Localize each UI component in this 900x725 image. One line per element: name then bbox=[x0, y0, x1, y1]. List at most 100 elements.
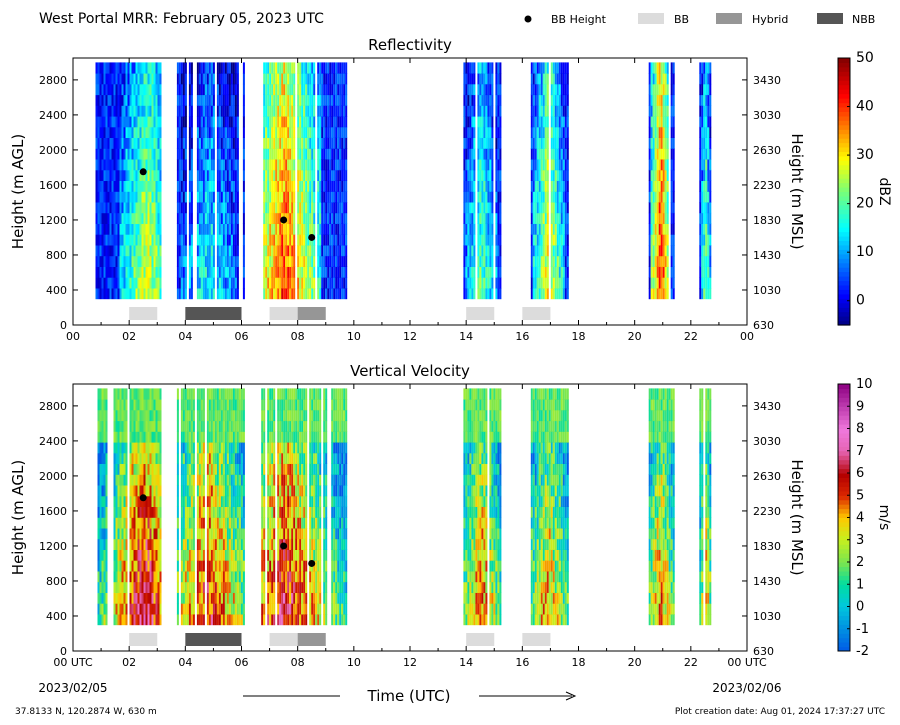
heatmap-cell bbox=[701, 245, 704, 257]
colorbar-segment bbox=[838, 115, 850, 121]
heatmap-cell bbox=[145, 420, 148, 432]
heatmap-cell bbox=[159, 116, 162, 128]
heatmap-cell bbox=[273, 538, 276, 550]
heatmap-cell bbox=[242, 538, 245, 550]
heatmap-cell bbox=[238, 603, 241, 615]
heatmap-cell bbox=[196, 159, 199, 171]
heatmap-cell bbox=[699, 169, 702, 181]
heatmap-cell bbox=[137, 180, 140, 192]
heatmap-cell bbox=[319, 94, 322, 106]
heatmap-cell bbox=[121, 169, 124, 181]
heatmap-cell bbox=[180, 463, 183, 475]
heatmap-cell bbox=[105, 420, 108, 432]
heatmap-cell bbox=[471, 245, 474, 257]
heatmap-cell bbox=[297, 255, 300, 267]
heatmap-cell bbox=[218, 463, 221, 475]
heatmap-cell bbox=[271, 191, 274, 203]
heatmap-cell bbox=[499, 191, 502, 203]
heatmap-cell bbox=[483, 191, 486, 203]
heatmap-cell bbox=[196, 202, 199, 214]
heatmap-cell bbox=[123, 474, 126, 486]
heatmap-cell bbox=[333, 148, 336, 160]
heatmap-cell bbox=[327, 277, 330, 289]
heatmap-cell bbox=[214, 614, 217, 626]
heatmap-cell bbox=[147, 442, 150, 454]
heatmap-cell bbox=[658, 277, 661, 289]
colorbar-segment bbox=[838, 218, 850, 224]
heatmap-cell bbox=[279, 159, 282, 171]
heatmap-cell bbox=[666, 126, 669, 138]
heatmap-cell bbox=[145, 474, 148, 486]
heatmap-cell bbox=[232, 495, 235, 507]
heatmap-cell bbox=[103, 234, 106, 246]
heatmap-cell bbox=[335, 159, 338, 171]
heatmap-cell bbox=[471, 277, 474, 289]
heatmap-cell bbox=[554, 245, 557, 257]
heatmap-cell bbox=[566, 191, 569, 203]
heatmap-cell bbox=[151, 560, 154, 572]
heatmap-cell bbox=[178, 159, 181, 171]
heatmap-cell bbox=[113, 506, 116, 518]
heatmap-cell bbox=[337, 288, 340, 300]
heatmap-cell bbox=[532, 137, 535, 149]
heatmap-cell bbox=[289, 126, 292, 138]
heatmap-cell bbox=[200, 571, 203, 583]
x-tick-label: 18 bbox=[572, 330, 586, 343]
heatmap-cell bbox=[331, 245, 334, 257]
heatmap-cell bbox=[218, 452, 221, 464]
heatmap-cell bbox=[291, 202, 294, 214]
heatmap-cell bbox=[269, 73, 272, 85]
heatmap-cell bbox=[552, 148, 555, 160]
heatmap-cell bbox=[487, 180, 490, 192]
heatmap-cell bbox=[141, 549, 144, 561]
heatmap-cell bbox=[224, 62, 227, 74]
heatmap-cell bbox=[155, 245, 158, 257]
bb-height-point bbox=[139, 168, 147, 176]
heatmap-cell bbox=[129, 105, 132, 117]
heatmap-cell bbox=[143, 463, 146, 475]
heatmap-cell bbox=[483, 223, 486, 235]
heatmap-cell bbox=[658, 266, 661, 278]
heatmap-cell bbox=[216, 255, 219, 267]
heatmap-cell bbox=[131, 485, 134, 497]
heatmap-cell bbox=[157, 83, 160, 96]
heatmap-cell bbox=[131, 277, 134, 289]
heatmap-cell bbox=[180, 431, 183, 443]
heatmap-cell bbox=[222, 94, 225, 106]
heatmap-cell bbox=[216, 485, 219, 497]
heatmap-cell bbox=[329, 223, 332, 235]
heatmap-cell bbox=[159, 148, 162, 160]
heatmap-cell bbox=[313, 212, 316, 224]
heatmap-cell bbox=[101, 266, 104, 278]
heatmap-cell bbox=[485, 159, 488, 171]
heatmap-cell bbox=[220, 73, 223, 85]
heatmap-cell bbox=[240, 581, 243, 593]
heatmap-cell bbox=[218, 485, 221, 497]
heatmap-cell bbox=[319, 180, 322, 192]
heatmap-cell bbox=[182, 452, 185, 464]
heatmap-cell bbox=[129, 116, 132, 128]
heatmap-cell bbox=[224, 474, 227, 486]
heatmap-cell bbox=[279, 223, 282, 235]
heatmap-cell bbox=[489, 234, 492, 246]
heatmap-cell bbox=[119, 126, 122, 138]
heatmap-cell bbox=[101, 62, 104, 74]
heatmap-cell bbox=[202, 73, 205, 85]
heatmap-cell bbox=[224, 560, 227, 572]
heatmap-cell bbox=[238, 506, 241, 518]
heatmap-cell bbox=[323, 159, 326, 171]
heatmap-cell bbox=[141, 399, 144, 411]
heatmap-cell bbox=[263, 159, 266, 171]
heatmap-cell bbox=[155, 431, 158, 443]
heatmap-cell bbox=[176, 560, 179, 572]
heatmap-cell bbox=[234, 538, 237, 550]
heatmap-cell bbox=[263, 581, 266, 593]
heatmap-cell bbox=[113, 212, 116, 224]
heatmap-cell bbox=[186, 409, 189, 422]
heatmap-cell bbox=[267, 105, 270, 117]
heatmap-cell bbox=[149, 245, 152, 257]
heatmap-cell bbox=[566, 288, 569, 300]
heatmap-cell bbox=[666, 137, 669, 149]
heatmap-cell bbox=[151, 528, 154, 540]
heatmap-cell bbox=[141, 538, 144, 550]
